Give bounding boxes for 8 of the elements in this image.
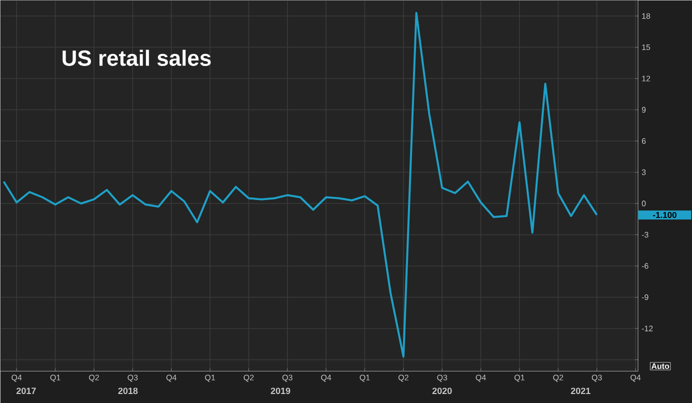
x2-tick-label: 2019 [270, 388, 290, 394]
text: -1.100 [653, 212, 676, 218]
x2-tick-label: 2018 [118, 388, 138, 394]
line-series [2, 12, 598, 358]
text: US retail sales [62, 50, 211, 66]
x2-tick-label: 2017 [16, 388, 36, 394]
x2-tick-label: 2020 [432, 388, 452, 394]
x2-tick-label: 2021 [570, 388, 590, 394]
